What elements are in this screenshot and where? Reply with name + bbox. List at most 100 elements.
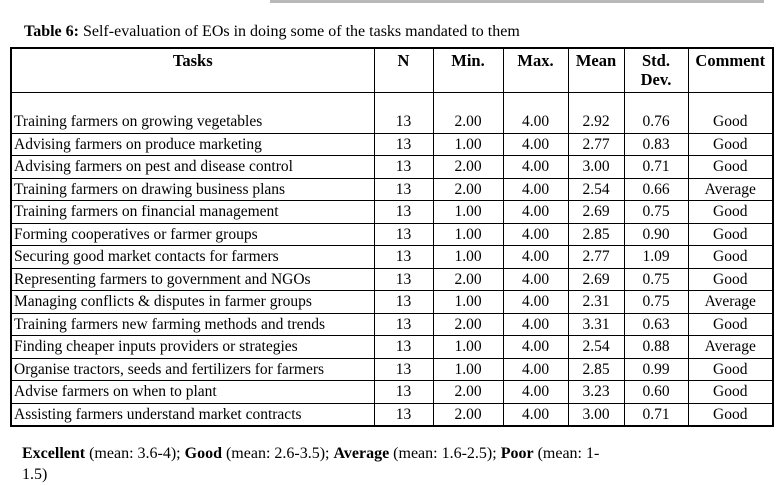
cell-min: 2.00 xyxy=(432,312,504,336)
cell-n: 13 xyxy=(373,267,434,291)
cell-min: 2.00 xyxy=(432,380,504,404)
legend-range: (mean: 3.6-4); xyxy=(85,445,185,462)
cell-n: 13 xyxy=(373,245,434,269)
cell-task: Organise tractors, seeds and fertilizers… xyxy=(10,357,375,381)
cell-n: 13 xyxy=(373,402,434,426)
table-row: Representing farmers to government and N… xyxy=(10,267,774,291)
cell-max: 4.00 xyxy=(502,267,569,291)
cell-std_dev: 0.66 xyxy=(623,177,689,201)
cell-comment: Average xyxy=(687,290,774,314)
cell-max: 4.00 xyxy=(502,312,569,336)
column-header-task: Tasks xyxy=(10,47,375,93)
cell-comment: Good xyxy=(687,402,774,426)
table-caption-text: Self-evaluation of EOs in doing some of … xyxy=(78,23,520,40)
cell-min: 1.00 xyxy=(432,245,504,269)
cell-min: 1.00 xyxy=(432,357,504,381)
cell-mean: 2.31 xyxy=(567,290,625,314)
cell-max: 4.00 xyxy=(502,357,569,381)
column-header-max: Max. xyxy=(502,47,569,93)
legend-range: (mean: 2.6-3.5); xyxy=(221,445,334,462)
cell-task: Training farmers new farming methods and… xyxy=(10,312,375,336)
table-row: Training farmers on growing vegetables 13… xyxy=(10,91,774,134)
table-row: Advise farmers on when to plant 13 2.00 4.0… xyxy=(10,380,774,404)
cell-task: Assisting farmers understand market cont… xyxy=(10,402,375,426)
cell-mean: 2.77 xyxy=(567,245,625,269)
table-row: Forming cooperatives or farmer groups 13 1… xyxy=(10,222,774,246)
cell-task: Finding cheaper inputs providers or stra… xyxy=(10,335,375,359)
cell-std_dev: 0.71 xyxy=(623,155,689,179)
table-row: Training farmers on financial management… xyxy=(10,200,774,224)
cell-task: Advising farmers on pest and disease con… xyxy=(10,155,375,179)
cell-min: 2.00 xyxy=(432,177,504,201)
cell-max: 4.00 xyxy=(502,155,569,179)
cell-comment: Good xyxy=(687,91,774,134)
cell-mean: 2.92 xyxy=(567,91,625,134)
cell-std_dev: 0.88 xyxy=(623,335,689,359)
scan-crop-artifact xyxy=(270,0,764,3)
table-row: Organise tractors, seeds and fertilizers… xyxy=(10,357,774,381)
table-row: Training farmers new farming methods and… xyxy=(10,312,774,336)
cell-task: Forming cooperatives or farmer groups xyxy=(10,222,375,246)
cell-min: 1.00 xyxy=(432,290,504,314)
cell-min: 2.00 xyxy=(432,267,504,291)
table-row: Assisting farmers understand market cont… xyxy=(10,402,774,426)
cell-max: 4.00 xyxy=(502,222,569,246)
cell-task: Training farmers on growing vegetables xyxy=(10,91,375,134)
cell-std_dev: 0.71 xyxy=(623,402,689,426)
cell-min: 1.00 xyxy=(432,200,504,224)
cell-task: Securing good market contacts for farmer… xyxy=(10,245,375,269)
cell-task: Training farmers on drawing business pla… xyxy=(10,177,375,201)
legend-range: (mean: 1.6-2.5); xyxy=(389,445,501,462)
cell-comment: Good xyxy=(687,200,774,224)
legend-category: Poor xyxy=(500,445,534,462)
cell-mean: 3.23 xyxy=(567,380,625,404)
header-row: Tasks N Min. Max. Mean Std. Dev. Comment xyxy=(10,47,774,93)
cell-std_dev: 1.09 xyxy=(623,245,689,269)
cell-n: 13 xyxy=(373,357,434,381)
cell-max: 4.00 xyxy=(502,200,569,224)
cell-mean: 2.85 xyxy=(567,222,625,246)
cell-std_dev: 0.63 xyxy=(623,312,689,336)
cell-n: 13 xyxy=(373,312,434,336)
evaluation-table: Tasks N Min. Max. Mean Std. Dev. Comment Train… xyxy=(10,47,774,427)
cell-max: 4.00 xyxy=(502,290,569,314)
table-row: Advising farmers on pest and disease con… xyxy=(10,155,774,179)
cell-max: 4.00 xyxy=(502,132,569,156)
legend-note: Excellent (mean: 3.6-4); Good (mean: 2.6… xyxy=(22,443,742,485)
cell-std_dev: 0.75 xyxy=(623,290,689,314)
cell-comment: Good xyxy=(687,380,774,404)
cell-min: 1.00 xyxy=(432,335,504,359)
column-header-mean: Mean xyxy=(567,47,625,93)
cell-std_dev: 0.99 xyxy=(623,357,689,381)
cell-comment: Good xyxy=(687,132,774,156)
table-row: Securing good market contacts for farmer… xyxy=(10,245,774,269)
cell-min: 2.00 xyxy=(432,155,504,179)
cell-mean: 2.54 xyxy=(567,335,625,359)
cell-n: 13 xyxy=(373,335,434,359)
cell-n: 13 xyxy=(373,380,434,404)
cell-n: 13 xyxy=(373,91,434,134)
table-row: Training farmers on drawing business pla… xyxy=(10,177,774,201)
table-row: Finding cheaper inputs providers or stra… xyxy=(10,335,774,359)
cell-mean: 2.69 xyxy=(567,200,625,224)
cell-n: 13 xyxy=(373,132,434,156)
cell-min: 2.00 xyxy=(432,402,504,426)
cell-std_dev: 0.75 xyxy=(623,200,689,224)
cell-mean: 3.00 xyxy=(567,402,625,426)
column-header-min: Min. xyxy=(432,47,504,93)
cell-max: 4.00 xyxy=(502,177,569,201)
cell-min: 1.00 xyxy=(432,132,504,156)
cell-max: 4.00 xyxy=(502,402,569,426)
cell-mean: 2.54 xyxy=(567,177,625,201)
cell-task: Advise farmers on when to plant xyxy=(10,380,375,404)
table-caption: Table 6: Self-evaluation of EOs in doing… xyxy=(24,22,520,42)
cell-n: 13 xyxy=(373,200,434,224)
cell-n: 13 xyxy=(373,290,434,314)
legend-category: Excellent xyxy=(22,445,86,462)
cell-std_dev: 0.60 xyxy=(623,380,689,404)
table-row: Managing conflicts & disputes in farmer … xyxy=(10,290,774,314)
cell-std_dev: 0.90 xyxy=(623,222,689,246)
cell-max: 4.00 xyxy=(502,335,569,359)
cell-min: 1.00 xyxy=(432,222,504,246)
column-header-comment: Comment xyxy=(687,47,774,93)
